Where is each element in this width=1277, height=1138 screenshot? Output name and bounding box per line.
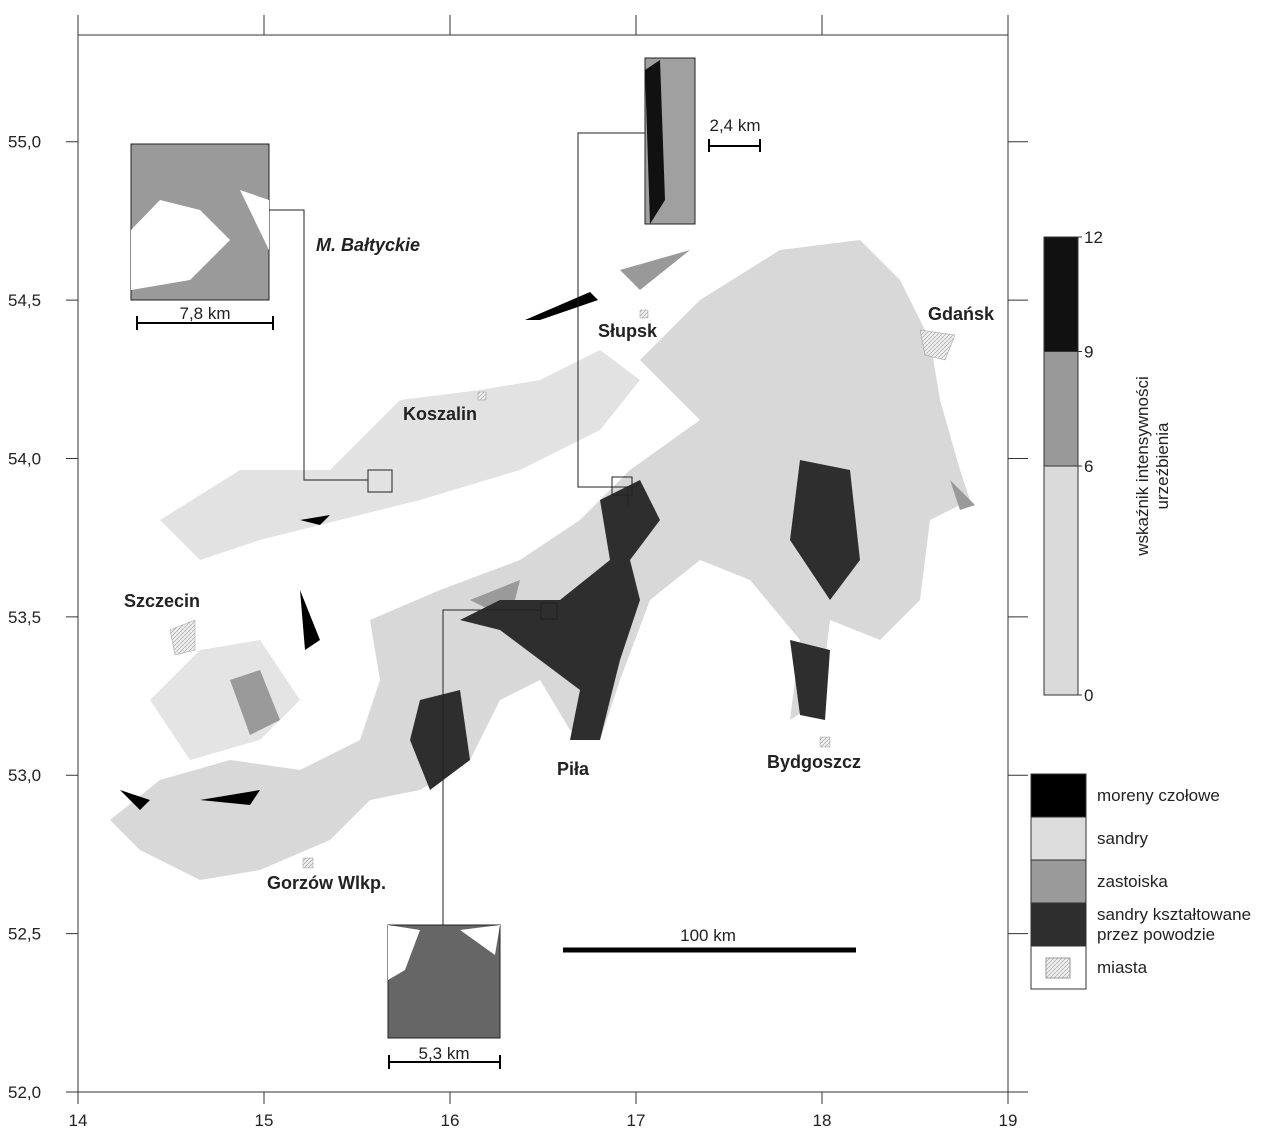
y-tick-label: 54,5 — [8, 291, 41, 310]
city-label: Gdańsk — [928, 304, 995, 324]
inset-scale-label: 2,4 km — [709, 116, 760, 135]
legend-label: miasta — [1097, 958, 1148, 977]
y-tick-label: 53,5 — [8, 608, 41, 627]
y-tick-label: 54,0 — [8, 449, 41, 468]
y-tick-label: 55,0 — [8, 133, 41, 152]
colorbar-title: wskaźnik intensywności — [1133, 376, 1152, 557]
colorbar-tick-label: 0 — [1084, 686, 1093, 705]
x-tick-label: 18 — [813, 1111, 832, 1130]
x-tick-label: 14 — [69, 1111, 88, 1130]
city-label: Piła — [557, 759, 590, 779]
city-label: Słupsk — [598, 321, 658, 341]
colorbar-tick-label: 12 — [1084, 228, 1103, 247]
city-label: Bydgoszcz — [767, 752, 861, 772]
map-figure: M. Bałtyckie Gdańsk Słupsk Koszalin Szcz… — [0, 0, 1277, 1133]
city-label: Gorzów Wlkp. — [267, 873, 386, 893]
page: M. Bałtyckie Gdańsk Słupsk Koszalin Szcz… — [0, 0, 1277, 1138]
x-tick-label: 15 — [255, 1111, 274, 1130]
inset-scale-label: 7,8 km — [179, 304, 230, 323]
legend-swatch — [1031, 817, 1086, 860]
x-tick-label: 17 — [627, 1111, 646, 1130]
legend-label: moreny czołowe — [1097, 786, 1220, 805]
colorbar-tick-label: 9 — [1084, 343, 1093, 362]
x-tick-label: 19 — [999, 1111, 1018, 1130]
colorbar-title: urzeźbienia — [1153, 422, 1172, 509]
colorbar-segment — [1044, 237, 1078, 352]
scale-bar-label: 100 km — [680, 926, 736, 945]
legend-swatch — [1031, 774, 1086, 817]
inset-scale-label: 5,3 km — [418, 1044, 469, 1063]
colorbar-segment — [1044, 466, 1078, 695]
colorbar-segment — [1044, 352, 1078, 467]
sea-label: M. Bałtyckie — [316, 235, 420, 255]
legend-label: sandry — [1097, 829, 1149, 848]
y-tick-label: 53,0 — [8, 766, 41, 785]
legend-swatch — [1031, 903, 1086, 946]
legend-label: sandry kształtowane — [1097, 905, 1251, 924]
legend-label: przez powodzie — [1097, 925, 1215, 944]
legend-swatch — [1031, 860, 1086, 903]
x-tick-label: 16 — [441, 1111, 460, 1130]
city-label: Szczecin — [124, 591, 200, 611]
y-tick-label: 52,5 — [8, 925, 41, 944]
landforms — [110, 240, 975, 880]
y-tick-label: 52,0 — [8, 1083, 41, 1102]
legend-swatch — [1046, 958, 1070, 978]
colorbar-tick-label: 6 — [1084, 457, 1093, 476]
legend-label: zastoiska — [1097, 872, 1168, 891]
city-label: Koszalin — [403, 404, 477, 424]
